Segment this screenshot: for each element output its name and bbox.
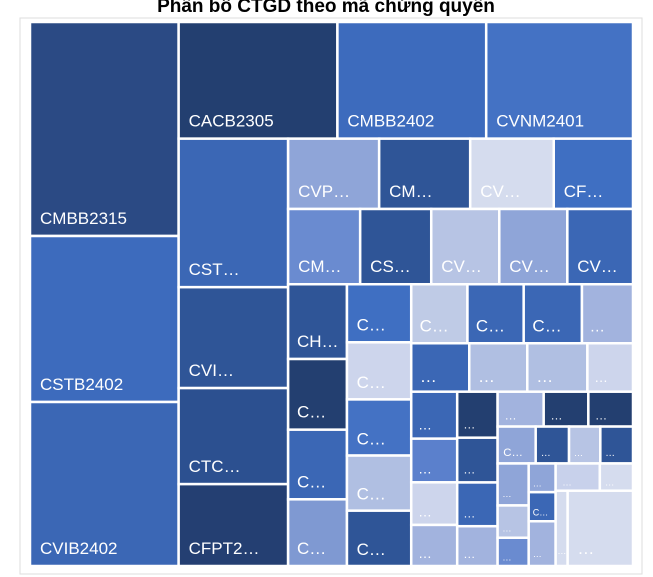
cell-label: … xyxy=(574,448,583,458)
cell-label: C… xyxy=(357,373,386,392)
cell-label: … xyxy=(562,477,572,488)
cell-label: … xyxy=(533,478,542,488)
cell-label: CV… xyxy=(577,257,618,276)
cell-label: … xyxy=(418,417,432,432)
cell-label: … xyxy=(590,318,605,335)
cell-label: C… xyxy=(357,316,386,335)
cell-label: C… xyxy=(503,447,523,459)
cell-label: … xyxy=(594,370,608,385)
treemap-cell xyxy=(286,282,349,361)
cell-label: CF… xyxy=(564,182,604,201)
cell-label: … xyxy=(541,448,551,459)
cell-label: … xyxy=(577,539,594,558)
treemap-cell xyxy=(28,400,180,568)
cell-label: CVP… xyxy=(298,182,350,201)
cell-label: CV… xyxy=(509,257,550,276)
cell-label: … xyxy=(605,448,615,459)
treemap-cell xyxy=(286,357,349,431)
cell-label: … xyxy=(502,552,511,562)
treemap-cell xyxy=(28,20,180,238)
treemap-cell xyxy=(527,520,557,568)
cell-label: C… xyxy=(297,472,326,491)
cell-label: CST… xyxy=(189,260,240,279)
plot-frame xyxy=(19,17,643,575)
cell-label: CVNM2401 xyxy=(496,112,584,131)
cell-label: … xyxy=(463,506,475,520)
cell-label: C… xyxy=(420,316,449,335)
cell-label: C… xyxy=(533,507,549,517)
treemap-cell xyxy=(409,282,469,345)
treemap-cell xyxy=(566,489,635,568)
cell-label: CTC… xyxy=(189,457,241,476)
cell-label: … xyxy=(557,546,566,556)
cell-label: CMBB2402 xyxy=(347,112,434,131)
cell-label: C… xyxy=(357,429,386,448)
cell-label: … xyxy=(533,549,542,559)
cell-label: CSTB2402 xyxy=(40,375,123,394)
cell-label: C… xyxy=(297,539,326,558)
cell-label: … xyxy=(463,418,475,432)
treemap-cell xyxy=(599,425,635,465)
cell-label: C… xyxy=(476,316,505,335)
treemap-cell xyxy=(484,20,635,140)
cell-label: CH… xyxy=(297,332,339,351)
cell-label: CM… xyxy=(298,257,341,276)
treemap-cell xyxy=(177,482,290,568)
treemap-cell xyxy=(542,390,590,428)
cell-label: CVIB2402 xyxy=(40,539,118,558)
cell-label: … xyxy=(418,462,432,477)
cell-label: … xyxy=(418,546,432,561)
treemap-cell xyxy=(552,137,635,211)
treemap-cell xyxy=(522,282,584,345)
cell-label: CMBB2315 xyxy=(40,209,127,228)
cell-label: CV… xyxy=(480,182,521,201)
treemap-cell xyxy=(496,462,530,507)
cell-label: … xyxy=(595,409,607,423)
treemap-cell xyxy=(566,207,635,286)
cell-label: … xyxy=(550,409,562,423)
cell-label: C… xyxy=(297,403,326,422)
cell-label: … xyxy=(478,367,495,386)
cell-label: … xyxy=(463,463,475,477)
cell-label: CACB2305 xyxy=(189,112,274,131)
cell-label: CVI… xyxy=(189,361,234,380)
cell-label: … xyxy=(502,489,511,499)
treemap-cell xyxy=(496,425,537,465)
treemap-cell xyxy=(28,234,180,404)
cell-label: CV… xyxy=(441,257,482,276)
cell-label: … xyxy=(605,477,615,488)
treemap-cell xyxy=(358,207,433,286)
treemap-cell xyxy=(527,462,557,494)
treemap-cell xyxy=(286,428,349,501)
cell-label: … xyxy=(420,367,437,386)
treemap-cell xyxy=(177,285,290,390)
treemap-cell xyxy=(345,454,413,512)
cell-label: … xyxy=(536,367,553,386)
chart-title: Phân bổ CTGD theo mã chứng quyền xyxy=(157,0,495,17)
treemap-cell xyxy=(586,342,635,393)
cell-label: … xyxy=(505,409,517,423)
cell-label: CS… xyxy=(370,257,411,276)
cell-label: CM… xyxy=(389,182,432,201)
cell-label: C… xyxy=(357,485,386,504)
cell-label: C… xyxy=(532,316,561,335)
treemap-cell xyxy=(286,498,349,568)
cell-label: CFPT2… xyxy=(189,539,260,558)
treemap-cell xyxy=(377,137,472,211)
treemap-cell xyxy=(429,207,501,286)
cell-label: … xyxy=(418,504,432,519)
cell-label: C… xyxy=(357,540,386,559)
cell-label: … xyxy=(463,547,475,561)
treemap-cell xyxy=(345,509,413,568)
cell-label: … xyxy=(502,523,511,533)
treemap-cell xyxy=(409,523,459,568)
